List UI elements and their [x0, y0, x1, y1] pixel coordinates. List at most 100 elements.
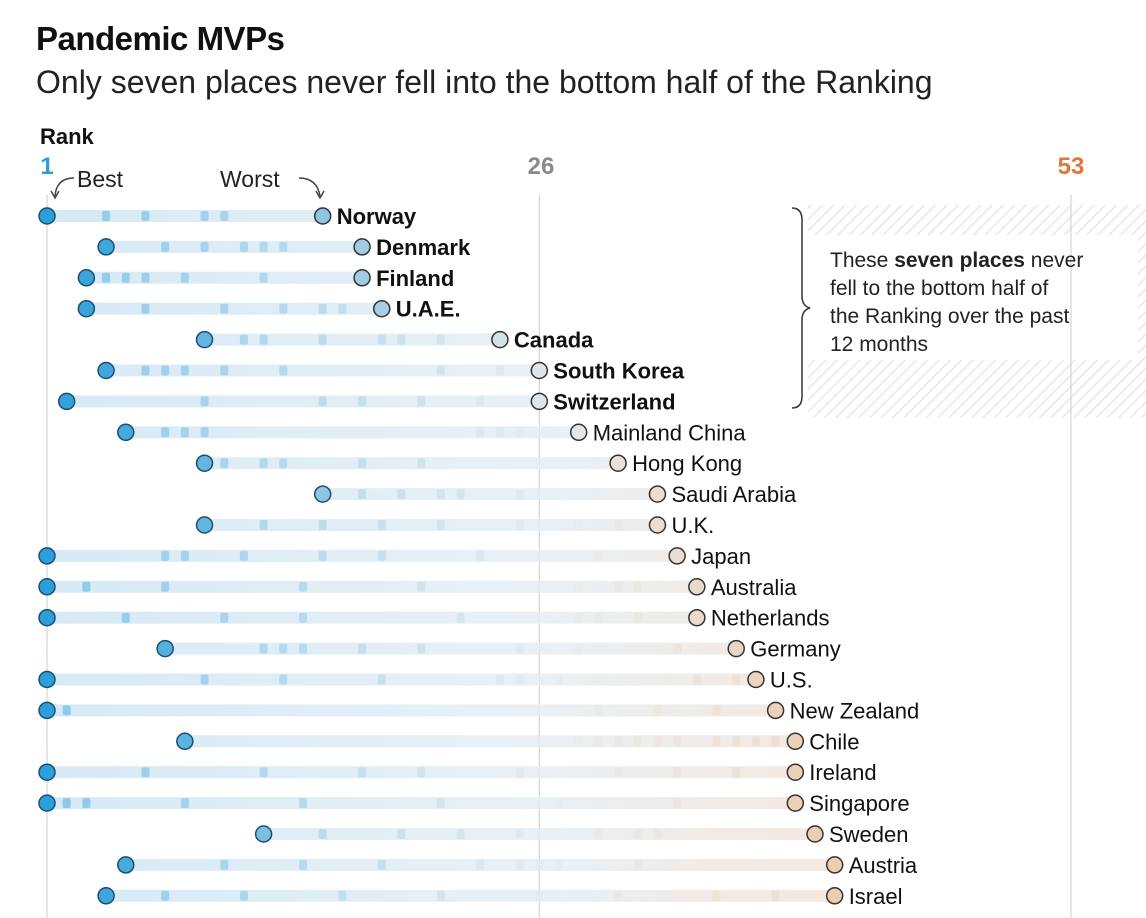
worst-rank-dot: [668, 547, 686, 565]
history-mark: [279, 303, 288, 314]
tick-label-1: 1: [40, 153, 53, 180]
country-label: Finland: [376, 266, 454, 291]
best-rank-dot: [57, 392, 76, 411]
best-rank-dot: [38, 670, 56, 689]
history-mark: [712, 736, 721, 747]
range-track: [47, 549, 678, 562]
row-germany: Germany: [156, 637, 841, 662]
worst-rank-dot: [806, 825, 824, 843]
best-rank-dot: [195, 454, 214, 472]
history-mark: [141, 303, 150, 314]
history-mark: [259, 334, 268, 345]
history-mark: [358, 396, 367, 407]
history-mark: [594, 705, 603, 716]
country-label: Switzerland: [553, 389, 675, 414]
worst-rank-dot: [353, 269, 371, 287]
best-rank-dot: [38, 207, 56, 225]
history-mark: [633, 736, 642, 747]
best-rank-dot: [38, 578, 56, 596]
best-rank-dot: [313, 485, 332, 503]
annotation-line-1-bold: seven places: [894, 249, 1025, 272]
history-mark: [436, 365, 445, 376]
history-mark: [259, 520, 268, 530]
annotation-brace-icon: [791, 207, 811, 409]
history-mark: [515, 859, 524, 870]
history-mark: [436, 334, 445, 345]
range-track: [204, 333, 500, 346]
history-mark: [377, 674, 386, 685]
history-mark: [594, 736, 603, 747]
history-mark: [259, 272, 268, 283]
history-mark: [594, 550, 603, 561]
history-mark: [239, 241, 248, 252]
history-mark: [220, 612, 229, 623]
row-u-a-e-: U.A.E.: [77, 297, 461, 322]
axis-label-rank: Rank: [40, 124, 95, 149]
row-netherlands: Netherlands: [38, 606, 830, 631]
row-chile: Chile: [176, 729, 859, 754]
country-label: Netherlands: [711, 606, 830, 631]
history-mark: [220, 211, 229, 221]
history-mark: [102, 272, 111, 283]
history-mark: [495, 427, 504, 438]
history-mark: [476, 427, 485, 438]
history-mark: [436, 520, 445, 530]
country-label: U.S.: [770, 668, 813, 693]
history-mark: [417, 767, 426, 778]
history-mark: [299, 859, 307, 870]
history-mark: [180, 798, 189, 809]
worst-rank-dot: [688, 608, 706, 627]
history-mark: [279, 674, 288, 685]
history-mark: [200, 396, 209, 407]
worst-rank-dot: [786, 732, 805, 751]
row-saudi-arabia: Saudi Arabia: [313, 482, 797, 507]
best-rank-dot: [77, 269, 96, 287]
best-rank-dot: [176, 732, 194, 751]
tick-label-26: 26: [528, 153, 555, 180]
worst-rank-dot: [648, 485, 667, 503]
history-mark: [515, 427, 524, 438]
history-mark: [515, 674, 524, 685]
history-mark: [515, 829, 524, 839]
history-mark: [200, 241, 209, 252]
history-mark: [732, 767, 741, 778]
history-mark: [279, 365, 288, 376]
history-mark: [555, 859, 563, 870]
history-mark: [633, 581, 642, 592]
tick-label-53: 53: [1058, 153, 1085, 180]
country-label: Norway: [337, 204, 417, 229]
worst-rank-dot: [353, 238, 371, 256]
history-mark: [397, 334, 406, 345]
row-u-k-: U.K.: [195, 513, 714, 538]
best-rank-dot: [117, 856, 135, 874]
worst-rank-dot: [530, 392, 549, 411]
worst-label: Worst: [220, 166, 280, 192]
row-sweden: Sweden: [254, 822, 909, 847]
history-mark: [476, 859, 485, 870]
range-track: [106, 889, 835, 902]
history-mark: [318, 334, 327, 345]
history-mark: [102, 211, 111, 221]
best-rank-dot: [156, 639, 174, 658]
history-mark: [614, 767, 623, 778]
history-mark: [200, 427, 209, 438]
row-switzerland: Switzerland: [57, 389, 676, 414]
history-mark: [614, 736, 623, 747]
history-mark: [732, 736, 741, 747]
history-mark: [673, 736, 682, 747]
history-mark: [141, 767, 150, 778]
country-label: Germany: [750, 637, 840, 662]
history-mark: [732, 674, 741, 685]
best-rank-dot: [97, 361, 115, 380]
history-mark: [62, 705, 71, 716]
history-mark: [279, 241, 288, 252]
annotation-text: These seven places never fell to the bot…: [830, 249, 1089, 356]
best-rank-dot: [97, 887, 115, 905]
row-u-s-: U.S.: [38, 668, 813, 693]
history-mark: [417, 396, 426, 407]
history-mark: [555, 798, 563, 809]
history-mark: [141, 211, 150, 221]
history-mark: [653, 736, 662, 747]
history-mark: [161, 890, 170, 901]
history-mark: [318, 829, 327, 839]
